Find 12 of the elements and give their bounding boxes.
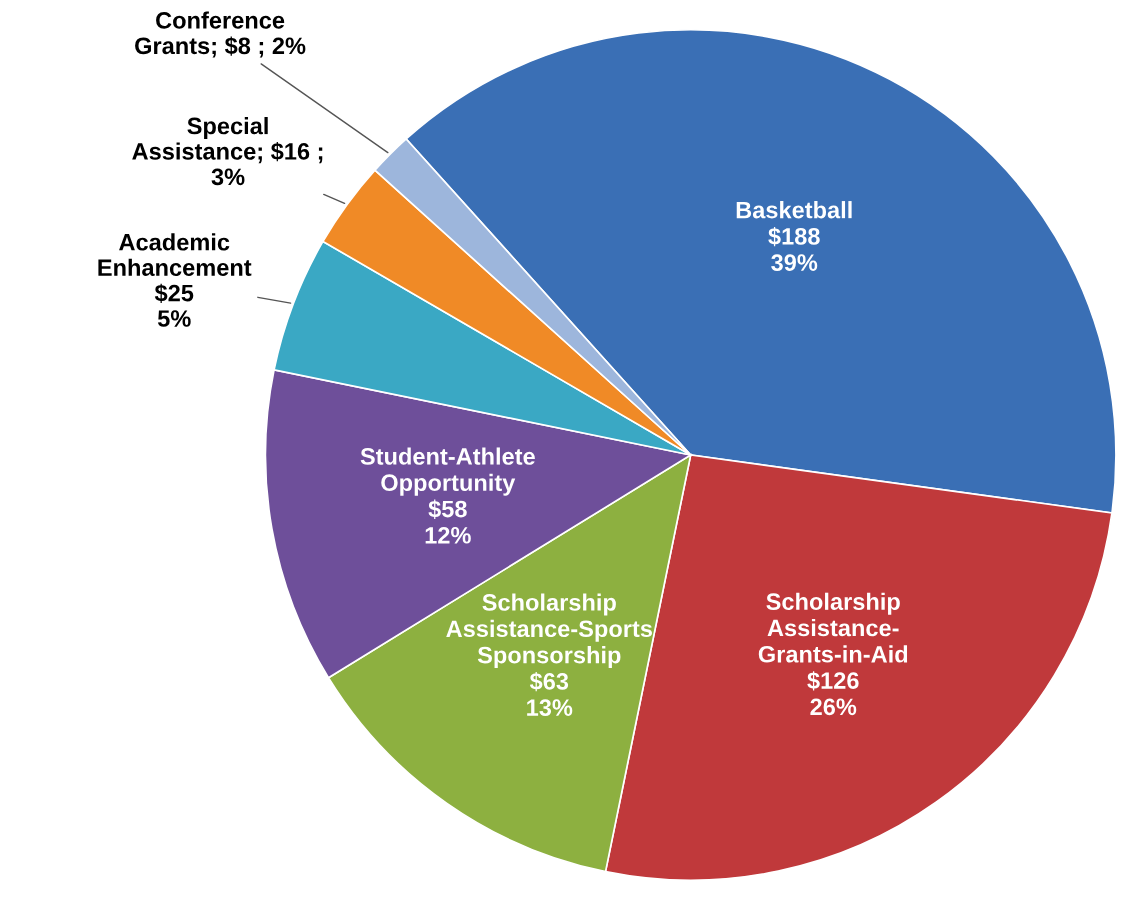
data-label: $188 39%: [768, 226, 820, 272]
slice-label: Student-Athlete Opportunity: [360, 447, 535, 496]
slice-label: Special Assistance; $16 ; 3%: [132, 116, 323, 186]
slice-label: Scholarship Assistance-Grants-in-Aid: [758, 592, 908, 663]
data-label: $58 12%: [425, 499, 471, 544]
slice-label: Academic Enhancement: [98, 233, 252, 276]
data-label: $63 13%: [527, 671, 573, 717]
slice-label: Scholarship Assistance-Sports Sponsorship: [446, 593, 652, 669]
data-label: $126 26%: [807, 671, 859, 716]
data-label: $25 5%: [154, 283, 194, 327]
slice-label: Basketball: [736, 201, 852, 219]
slice-label: Conference Grants; $8 ; 2%: [135, 11, 306, 58]
